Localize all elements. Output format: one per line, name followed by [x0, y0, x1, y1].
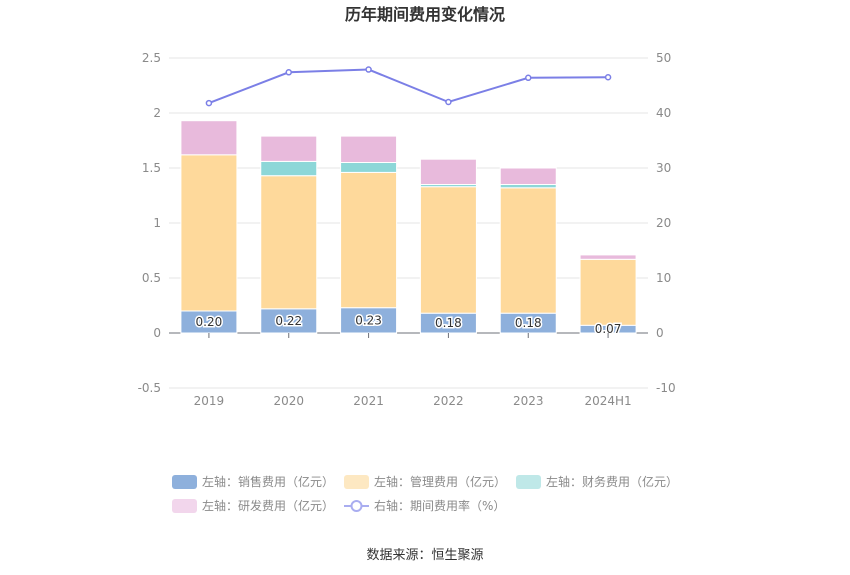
grid [169, 57, 648, 389]
right-tick-label: 40 [656, 106, 671, 120]
legend-label[interactable]: 左轴：管理费用（亿元） [374, 474, 506, 489]
chart-title: 历年期间费用变化情况 [345, 5, 505, 24]
bar-segment [260, 308, 318, 334]
bar-segment [260, 160, 318, 177]
legend-label[interactable]: 左轴：销售费用（亿元） [202, 474, 334, 489]
left-tick-label: -0.5 [138, 381, 161, 395]
right-tick-label: -10 [656, 381, 676, 395]
left-tick-label: 2.5 [142, 51, 161, 65]
legend-label[interactable]: 右轴：期间费用率（%） [374, 498, 505, 513]
rate-line-path [208, 68, 609, 105]
legend-line-marker[interactable] [350, 500, 363, 512]
right-tick-label: 50 [656, 51, 671, 65]
rate-point [604, 74, 612, 81]
bar-segment [180, 120, 238, 156]
legend-swatch[interactable] [344, 475, 369, 489]
rate-point [285, 69, 292, 76]
legend-swatch[interactable] [172, 475, 197, 489]
left-tick-label: 0.5 [142, 271, 161, 285]
bar-segment [340, 135, 398, 164]
right-tick-label: 0 [656, 326, 664, 340]
x-tick-label: 2020 [273, 394, 304, 408]
x-tick-label: 2021 [353, 394, 384, 408]
bar-data-label: 0.20 [196, 315, 223, 329]
legend-label[interactable]: 左轴：财务费用（亿元） [546, 474, 678, 489]
bar-segment [419, 158, 477, 185]
x-tick-label: 2024H1 [584, 394, 631, 408]
x-axis-ticks: 2019 2020 2021 2022 2023 2024H1 [194, 333, 632, 408]
bar-segment [340, 162, 398, 173]
source-note: 数据来源：恒生聚源 [366, 548, 483, 563]
left-tick-label: 0 [153, 326, 161, 340]
bar-data-label: 0.22 [275, 314, 302, 328]
x-tick-label: 2019 [194, 394, 225, 408]
bar-segment [180, 154, 238, 312]
legend-label[interactable]: 左轴：研发费用（亿元） [202, 498, 334, 513]
rate-point [205, 99, 213, 107]
right-tick-label: 30 [656, 161, 671, 175]
rate-line [205, 66, 612, 107]
bars: 0.20 0.22 0.23 0.18 0.18 0.07 [180, 120, 637, 338]
x-tick-label: 2022 [433, 394, 464, 408]
bar-data-label: 0.18 [515, 316, 542, 330]
legend-swatch[interactable] [172, 499, 197, 513]
legend-swatch[interactable] [516, 475, 541, 489]
bar-segment [499, 187, 557, 314]
bar-segment [499, 167, 557, 185]
right-tick-label: 20 [656, 216, 671, 230]
bar-data-label: 0.07 [595, 322, 622, 336]
rate-point [365, 66, 372, 73]
bar-data-label: 0.18 [435, 316, 462, 330]
bar-segment [260, 135, 318, 162]
rate-point [445, 98, 452, 106]
left-axis-ticks: -0.5 0 0.5 1 1.5 2 2.5 [138, 51, 161, 395]
right-axis-ticks: -10 0 10 20 30 40 50 [656, 51, 676, 395]
bar-segment [260, 175, 318, 310]
left-tick-label: 2 [153, 106, 161, 120]
left-tick-label: 1 [153, 216, 161, 230]
bar-segment [340, 307, 398, 334]
bar-data-label: 0.23 [355, 313, 382, 327]
legend: 左轴：销售费用（亿元） 左轴：管理费用（亿元） 左轴：财务费用（亿元） 左轴：研发费用… [172, 474, 678, 513]
right-tick-label: 10 [656, 271, 671, 285]
bar-segment [579, 254, 637, 260]
bar-segment [340, 171, 398, 309]
x-tick-label: 2023 [513, 394, 544, 408]
bar-segment [579, 258, 637, 326]
left-tick-label: 1.5 [142, 161, 161, 175]
rate-point [525, 74, 532, 82]
bar-segment [419, 186, 477, 314]
